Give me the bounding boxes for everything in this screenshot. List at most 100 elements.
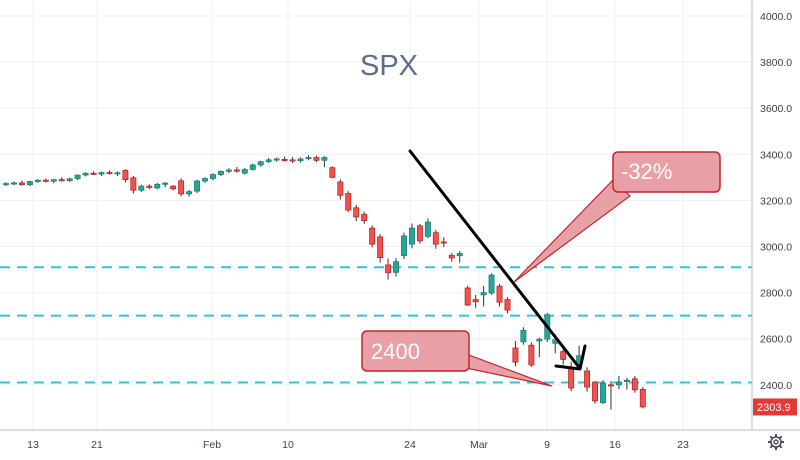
candle-body (154, 183, 161, 189)
price-tick-label: 3600.0 (760, 103, 792, 115)
last-price-value: 2303.9 (757, 402, 791, 414)
candle (194, 179, 200, 194)
candle-body (106, 172, 113, 175)
candle (385, 258, 392, 280)
candle-body (162, 182, 169, 185)
candle (82, 172, 89, 177)
candle-body (496, 285, 503, 303)
candle (615, 376, 622, 390)
candle (225, 168, 232, 174)
candle (66, 177, 73, 182)
candle (178, 178, 185, 197)
time-axis-labels[interactable]: 13 21 Feb 10 24 Mar 9 16 23 (27, 439, 689, 451)
time-tick-label: 21 (91, 439, 103, 451)
candle (377, 234, 384, 263)
candle-body (377, 236, 384, 258)
price-tick-label: 3800.0 (760, 57, 792, 69)
candle-body (3, 183, 9, 186)
candle (321, 156, 328, 168)
candle-body (416, 225, 423, 242)
candle-body (217, 171, 224, 175)
candle-body (520, 330, 527, 343)
callout-percent-label: -32% (621, 159, 672, 184)
candle-body (409, 227, 415, 245)
candle (50, 179, 57, 184)
trend-arrow-line (408, 149, 580, 368)
candle (249, 163, 256, 171)
support-levels (0, 266, 752, 384)
candle (34, 179, 41, 183)
candle-body (448, 254, 455, 259)
chart-title: SPX (360, 50, 418, 82)
candle (440, 237, 447, 247)
candle (496, 283, 503, 307)
candle (337, 179, 344, 200)
candle (3, 182, 9, 187)
time-tick-label: 23 (677, 439, 689, 451)
candle-body (178, 180, 185, 195)
callout-percent-box (612, 151, 721, 193)
candle (608, 381, 614, 410)
candle-body (114, 172, 121, 175)
candle (361, 211, 368, 224)
candle (289, 157, 296, 164)
price-axis-labels[interactable]: 4000.0 3800.0 3600.0 3400.0 3200.0 3000.0 2800… (760, 11, 792, 392)
candle (329, 166, 336, 179)
candle-body (210, 174, 216, 179)
candle (305, 155, 312, 161)
candle (42, 178, 49, 183)
candle-body (66, 178, 73, 181)
candle-body (281, 159, 288, 161)
candle (472, 294, 479, 308)
candle-body (639, 389, 646, 408)
candle (528, 342, 535, 367)
candle (217, 170, 224, 176)
candle (424, 218, 431, 239)
candle-body (393, 261, 399, 273)
candle (130, 175, 137, 194)
candle (257, 160, 264, 167)
callout-level: 2400 (361, 330, 553, 387)
candle (409, 223, 415, 249)
candle-body (353, 207, 360, 218)
candle-body (90, 172, 97, 175)
candle-body (424, 221, 431, 237)
candle-body (82, 172, 89, 176)
callout-percent: -32% (513, 151, 721, 283)
candle (536, 337, 543, 358)
candle-body (345, 193, 352, 211)
candle (98, 171, 105, 176)
candle (369, 225, 376, 248)
candle-body (98, 172, 105, 175)
candle-body (130, 177, 137, 191)
trend-arrow (408, 149, 587, 371)
candle (170, 185, 177, 191)
candle (297, 157, 304, 163)
candle (90, 171, 97, 176)
candle-body (186, 191, 193, 195)
candle-body (631, 378, 638, 391)
candle (592, 381, 598, 404)
candle (74, 174, 81, 181)
candle (600, 380, 606, 405)
horizontal-gridlines (0, 15, 752, 386)
gear-ring (770, 436, 782, 448)
candle-body (233, 169, 240, 172)
candle-body (305, 157, 312, 160)
candle (281, 156, 288, 162)
candle-body (440, 241, 447, 244)
callout-level-box (361, 330, 470, 372)
candle (456, 251, 463, 263)
candle (584, 367, 591, 392)
settings-gear-icon[interactable] (768, 434, 784, 450)
candle (162, 181, 169, 188)
candle-body (528, 344, 535, 366)
candle-body (600, 383, 606, 404)
candle-body (536, 338, 543, 342)
candle (122, 169, 129, 183)
price-tick-label: 3200.0 (760, 195, 792, 207)
candle (210, 173, 216, 181)
candle-body (146, 185, 153, 188)
candle-body (138, 185, 145, 191)
candle (154, 182, 161, 190)
